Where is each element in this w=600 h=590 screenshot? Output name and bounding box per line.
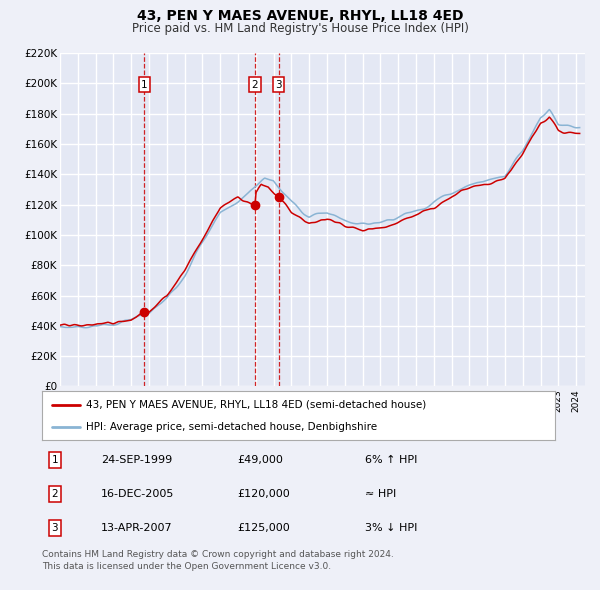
Text: 24-SEP-1999: 24-SEP-1999 [101,455,172,465]
Text: 13-APR-2007: 13-APR-2007 [101,523,173,533]
Text: Price paid vs. HM Land Registry's House Price Index (HPI): Price paid vs. HM Land Registry's House … [131,22,469,35]
Text: ≈ HPI: ≈ HPI [365,489,397,499]
Text: 3: 3 [275,80,282,90]
Text: 3% ↓ HPI: 3% ↓ HPI [365,523,418,533]
Text: £120,000: £120,000 [237,489,290,499]
Text: 1: 1 [141,80,148,90]
Text: £49,000: £49,000 [237,455,283,465]
Text: 6% ↑ HPI: 6% ↑ HPI [365,455,418,465]
Text: 2: 2 [252,80,259,90]
Text: 43, PEN Y MAES AVENUE, RHYL, LL18 4ED (semi-detached house): 43, PEN Y MAES AVENUE, RHYL, LL18 4ED (s… [86,399,426,409]
Text: HPI: Average price, semi-detached house, Denbighshire: HPI: Average price, semi-detached house,… [86,422,377,432]
Text: 2: 2 [52,489,58,499]
Text: 1: 1 [52,455,58,465]
Text: 43, PEN Y MAES AVENUE, RHYL, LL18 4ED: 43, PEN Y MAES AVENUE, RHYL, LL18 4ED [137,9,463,23]
Text: Contains HM Land Registry data © Crown copyright and database right 2024.
This d: Contains HM Land Registry data © Crown c… [42,550,394,571]
Text: 3: 3 [52,523,58,533]
Text: £125,000: £125,000 [237,523,290,533]
Text: 16-DEC-2005: 16-DEC-2005 [101,489,175,499]
